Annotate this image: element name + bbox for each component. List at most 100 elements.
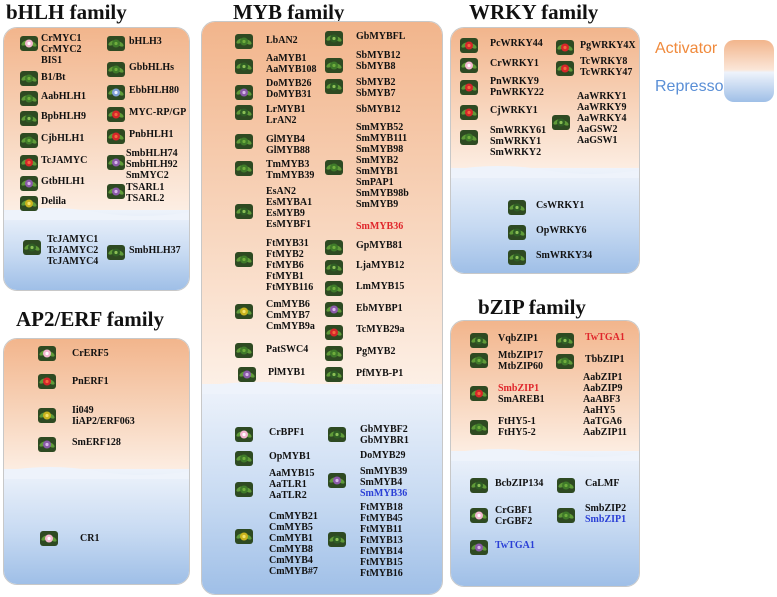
bzip-gene-label: SmbZIP2 [585,503,627,514]
red-flower-icon [325,325,343,340]
leaf-icon [325,260,343,275]
bhlh-gene-label: bHLH3 [129,36,162,47]
leaf-icon [235,134,253,149]
ap2-panel [3,338,190,585]
wrky-gene-label: TcWRKY8 TcWRKY47 [580,56,633,78]
wrky-gene-label: SmWRKY34 [536,250,593,261]
legend-repressor-label: Repressor [655,78,729,95]
leaf-icon [325,58,343,73]
yellow-flower-icon [235,304,253,319]
bhlh-divider [4,208,189,220]
myb-gene-label: LrMYB1 LrAN2 [266,104,306,126]
myb-gene-label: PfMYB-P1 [356,368,404,379]
wrky-gene-label: PgWRKY4X [580,40,636,51]
leaf-icon [20,91,38,106]
wrky-divider [451,166,639,178]
leaf-icon [556,354,574,369]
bhlh-gene-label: PnbHLH1 [129,129,174,140]
leaf-icon [235,482,253,497]
myb-gene-label: LmMYB15 [356,281,405,292]
myb-gene-label: LbAN2 [266,35,298,46]
red-flower-icon [460,38,478,53]
myb-gene-label: CmMYB6 CmMYB7 CmMYB9a [266,299,315,332]
bzip-gene-label-highlight: SmbZIP1 [585,514,627,525]
leaf-icon [557,478,575,493]
ap2-divider [4,467,189,479]
myb-gene-label: AaMYB1 AaMYB108 [266,53,317,75]
purple-flower-icon [107,155,125,170]
purple-flower-icon [20,176,38,191]
red-flower-icon [460,105,478,120]
wrky-activator-region [451,28,639,178]
leaf-icon [20,111,38,126]
leaf-icon [470,420,488,435]
leaf-icon [235,34,253,49]
myb-gene-label: FtMYB31 FtMYB2 FtMYB6 FtMYB1 FtMYB116 [266,238,314,293]
myb-gene-label: PgMYB2 [356,346,396,357]
myb-gene-label: SbMYB12 SbMYB8 [356,50,401,72]
myb-panel [201,21,443,595]
leaf-icon [235,204,253,219]
leaf-icon [107,245,125,260]
leaf-icon [556,333,574,348]
ap2-gene-label: CR1 [80,533,100,544]
myb-gene-label: SmMYB52 SmMYB111 SmMYB98 SmMYB2 SmMYB1 S… [356,122,409,210]
bhlh-gene-label: B1/Bt [41,72,66,83]
myb-gene-label: SmMYB39 SmMYB4 [360,466,408,488]
bzip-gene-label: CaLMF [585,478,620,489]
bzip-gene-label: CrGBF1 CrGBF2 [495,505,533,527]
leaf-icon [325,281,343,296]
myb-gene-label: SbMYB12 [356,104,401,115]
myb-gene-label: SbMYB2 SbMYB7 [356,77,396,99]
red-flower-icon [460,80,478,95]
leaf-icon [470,333,488,348]
myb-gene-label: GbMYBF2 GbMYBR1 [360,424,409,446]
bhlh-gene-label: CrMYC1 CrMYC2 BIS1 [41,33,82,66]
wrky-gene-label: CjWRKY1 [490,105,538,116]
leaf-icon [107,62,125,77]
leaf-icon [508,250,526,265]
bhlh-gene-label: GbbHLHs [129,62,175,73]
purple-flower-icon [235,85,253,100]
myb-gene-label-highlight: SmMYB36 [360,488,408,499]
bhlh-gene-label: CjbHLH1 [41,133,85,144]
pink-flower-icon [460,58,478,73]
leaf-icon [328,532,346,547]
pink-flower-icon [235,427,253,442]
leaf-icon [235,59,253,74]
myb-gene-label: CrBPF1 [269,427,305,438]
bhlh-gene-label: GtbHLH1 [41,176,85,187]
myb-gene-label: EsAN2 EsMYBA1 EsMYB9 EsMYBF1 [266,186,313,230]
myb-gene-label: AaMYB15 AaTLR1 AaTLR2 [269,468,315,501]
myb-gene-label: FtMYB18 FtMYB45 FtMYB11 FtMYB13 FtMYB14 … [360,502,403,579]
red-flower-icon [556,61,574,76]
bhlh-gene-label: TcJAMYC1 TcJAMYC2 TcJAMYC4 [47,234,99,267]
bhlh-gene-label: MYC-RP/GP [129,107,187,118]
bhlh-gene-label: TSARL1 TSARL2 [126,182,165,204]
pink-flower-icon [40,531,58,546]
purple-flower-icon [38,437,56,452]
bhlh-gene-label: SmbHLH74 SmbHLH92 SmMYC2 [126,148,178,181]
myb-gene-label: PlMYB1 [268,367,306,378]
ap2-gene-label: CrERF5 [72,348,109,359]
myb-divider [202,382,442,394]
leaf-icon [20,133,38,148]
leaf-icon [557,508,575,523]
bzip-divider [451,449,639,461]
bzip-title: bZIP family [478,295,586,319]
leaf-icon [235,343,253,358]
leaf-icon [325,346,343,361]
yellow-flower-icon [20,196,38,211]
myb-gene-label: EbMYBP1 [356,303,403,314]
myb-gene-label: OpMYB1 [269,451,311,462]
bzip-gene-label: TbbZIP1 [585,354,625,365]
myb-gene-label-highlight: SmMYB36 [356,221,404,232]
wrky-gene-label: SmWRKY61 SmWRKY1 SmWRKY2 [490,125,547,158]
leaf-icon [508,225,526,240]
myb-gene-label: GlMYB4 GlMYB88 [266,134,310,156]
wrky-gene-label: OpWRKY6 [536,225,587,236]
bzip-gene-label-highlight: TwTGA1 [495,540,535,551]
leaf-icon [325,367,343,382]
leaf-icon [325,160,343,175]
myb-gene-label: DoMYB29 [360,450,406,461]
